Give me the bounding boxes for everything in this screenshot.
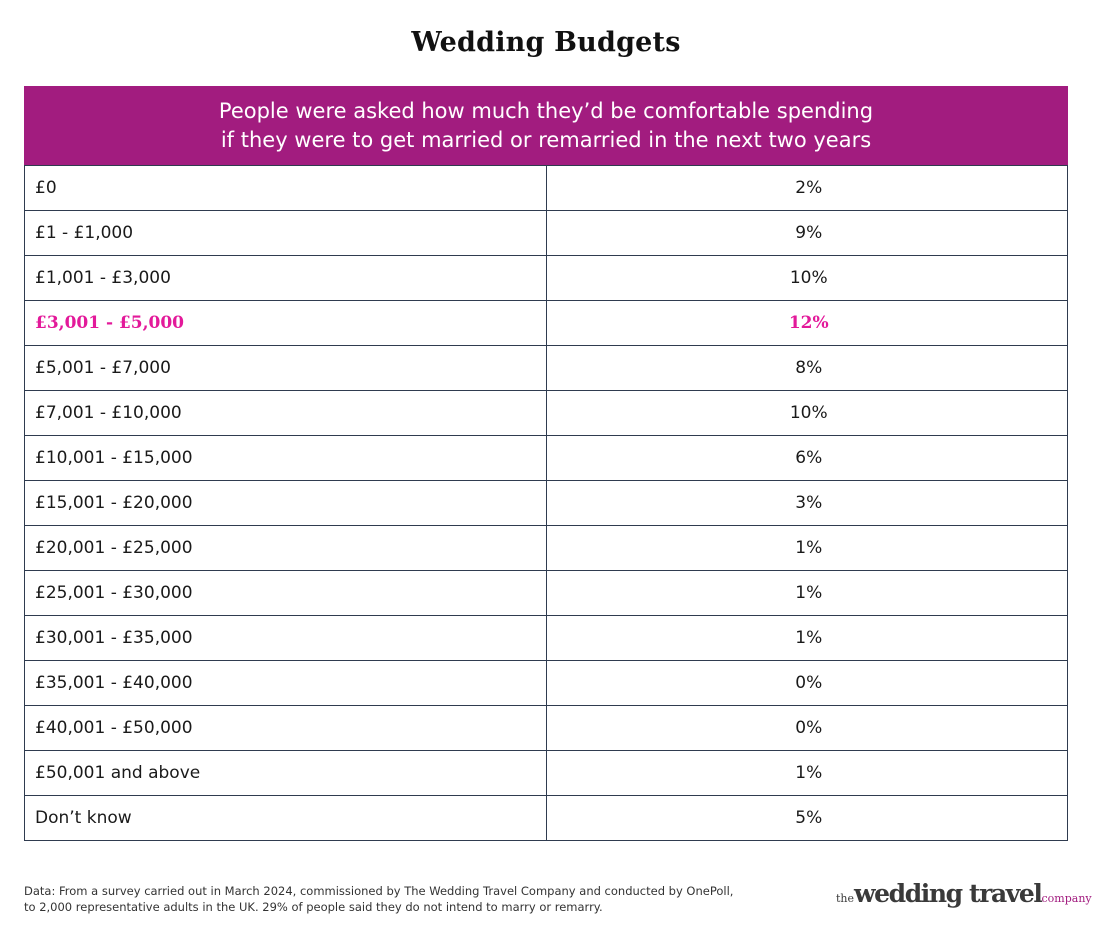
percent-cell: 2%: [545, 165, 1068, 211]
logo-prefix: the: [836, 892, 855, 905]
table-row: £1 - £1,000 9%: [24, 210, 1068, 256]
budget-range-cell: £25,001 - £30,000: [24, 570, 547, 616]
table-row: Don’t know 5%: [24, 795, 1068, 841]
table-row: £1,001 - £3,000 10%: [24, 255, 1068, 301]
percent-cell: 12%: [545, 300, 1068, 346]
budget-range-cell: £7,001 - £10,000: [24, 390, 547, 436]
percent-cell: 10%: [545, 255, 1068, 301]
table-row: £15,001 - £20,000 3%: [24, 480, 1068, 526]
table-row: £25,001 - £30,000 1%: [24, 570, 1068, 616]
budget-range-cell: £30,001 - £35,000: [24, 615, 547, 661]
budget-range-cell: £1 - £1,000: [24, 210, 547, 256]
chart-title: Wedding Budgets: [411, 27, 681, 58]
table-row: £40,001 - £50,000 0%: [24, 705, 1068, 751]
budget-range-cell: £3,001 - £5,000: [24, 300, 547, 346]
percent-cell: 9%: [545, 210, 1068, 256]
budget-range-cell: £15,001 - £20,000: [24, 480, 547, 526]
budget-range-cell: £10,001 - £15,000: [24, 435, 547, 481]
percent-cell: 1%: [545, 570, 1068, 616]
footnote-line-2: to 2,000 representative adults in the UK…: [24, 900, 603, 914]
percent-cell: 5%: [545, 795, 1068, 841]
percent-cell: 8%: [545, 345, 1068, 391]
budget-range-cell: £50,001 and above: [24, 750, 547, 796]
table-row: £5,001 - £7,000 8%: [24, 345, 1068, 391]
percent-cell: 0%: [545, 705, 1068, 751]
budget-range-cell: £0: [24, 165, 547, 211]
budget-range-cell: £20,001 - £25,000: [24, 525, 547, 571]
table-row: £20,001 - £25,000 1%: [24, 525, 1068, 571]
percent-cell: 10%: [545, 390, 1068, 436]
header-line-2: if they were to get married or remarried…: [220, 128, 872, 152]
budget-range-cell: £35,001 - £40,000: [24, 660, 547, 706]
table-header-row: People were asked how much they’d be com…: [24, 86, 1068, 166]
table-row: £0 2%: [24, 165, 1068, 211]
percent-cell: 1%: [545, 615, 1068, 661]
percent-cell: 0%: [545, 660, 1068, 706]
percent-cell: 1%: [545, 750, 1068, 796]
budget-table: People were asked how much they’d be com…: [24, 86, 1068, 841]
table-row: £30,001 - £35,000 1%: [24, 615, 1068, 661]
header-line-1: People were asked how much they’d be com…: [218, 99, 874, 123]
table-header: People were asked how much they’d be com…: [24, 86, 1068, 166]
table-body: £0 2% £1 - £1,000 9% £1,001 - £3,000 10% £3,00…: [24, 165, 1068, 841]
budget-range-cell: £40,001 - £50,000: [24, 705, 547, 751]
budget-range-cell: £5,001 - £7,000: [24, 345, 547, 391]
logo-suffix: company: [1041, 892, 1092, 905]
brand-logo: thewedding travelcompany: [836, 879, 1092, 908]
footnote: Data: From a survey carried out in March…: [24, 883, 784, 915]
logo-main: wedding travel: [854, 879, 1043, 908]
percent-cell: 3%: [545, 480, 1068, 526]
table-row: £35,001 - £40,000 0%: [24, 660, 1068, 706]
table-row: £50,001 and above 1%: [24, 750, 1068, 796]
table-row: £10,001 - £15,000 6%: [24, 435, 1068, 481]
table-row: £7,001 - £10,000 10%: [24, 390, 1068, 436]
budget-range-cell: Don’t know: [24, 795, 547, 841]
table-row: £3,001 - £5,000 12%: [24, 300, 1068, 346]
percent-cell: 1%: [545, 525, 1068, 571]
budget-range-cell: £1,001 - £3,000: [24, 255, 547, 301]
footnote-line-1: Data: From a survey carried out in March…: [24, 884, 734, 898]
percent-cell: 6%: [545, 435, 1068, 481]
